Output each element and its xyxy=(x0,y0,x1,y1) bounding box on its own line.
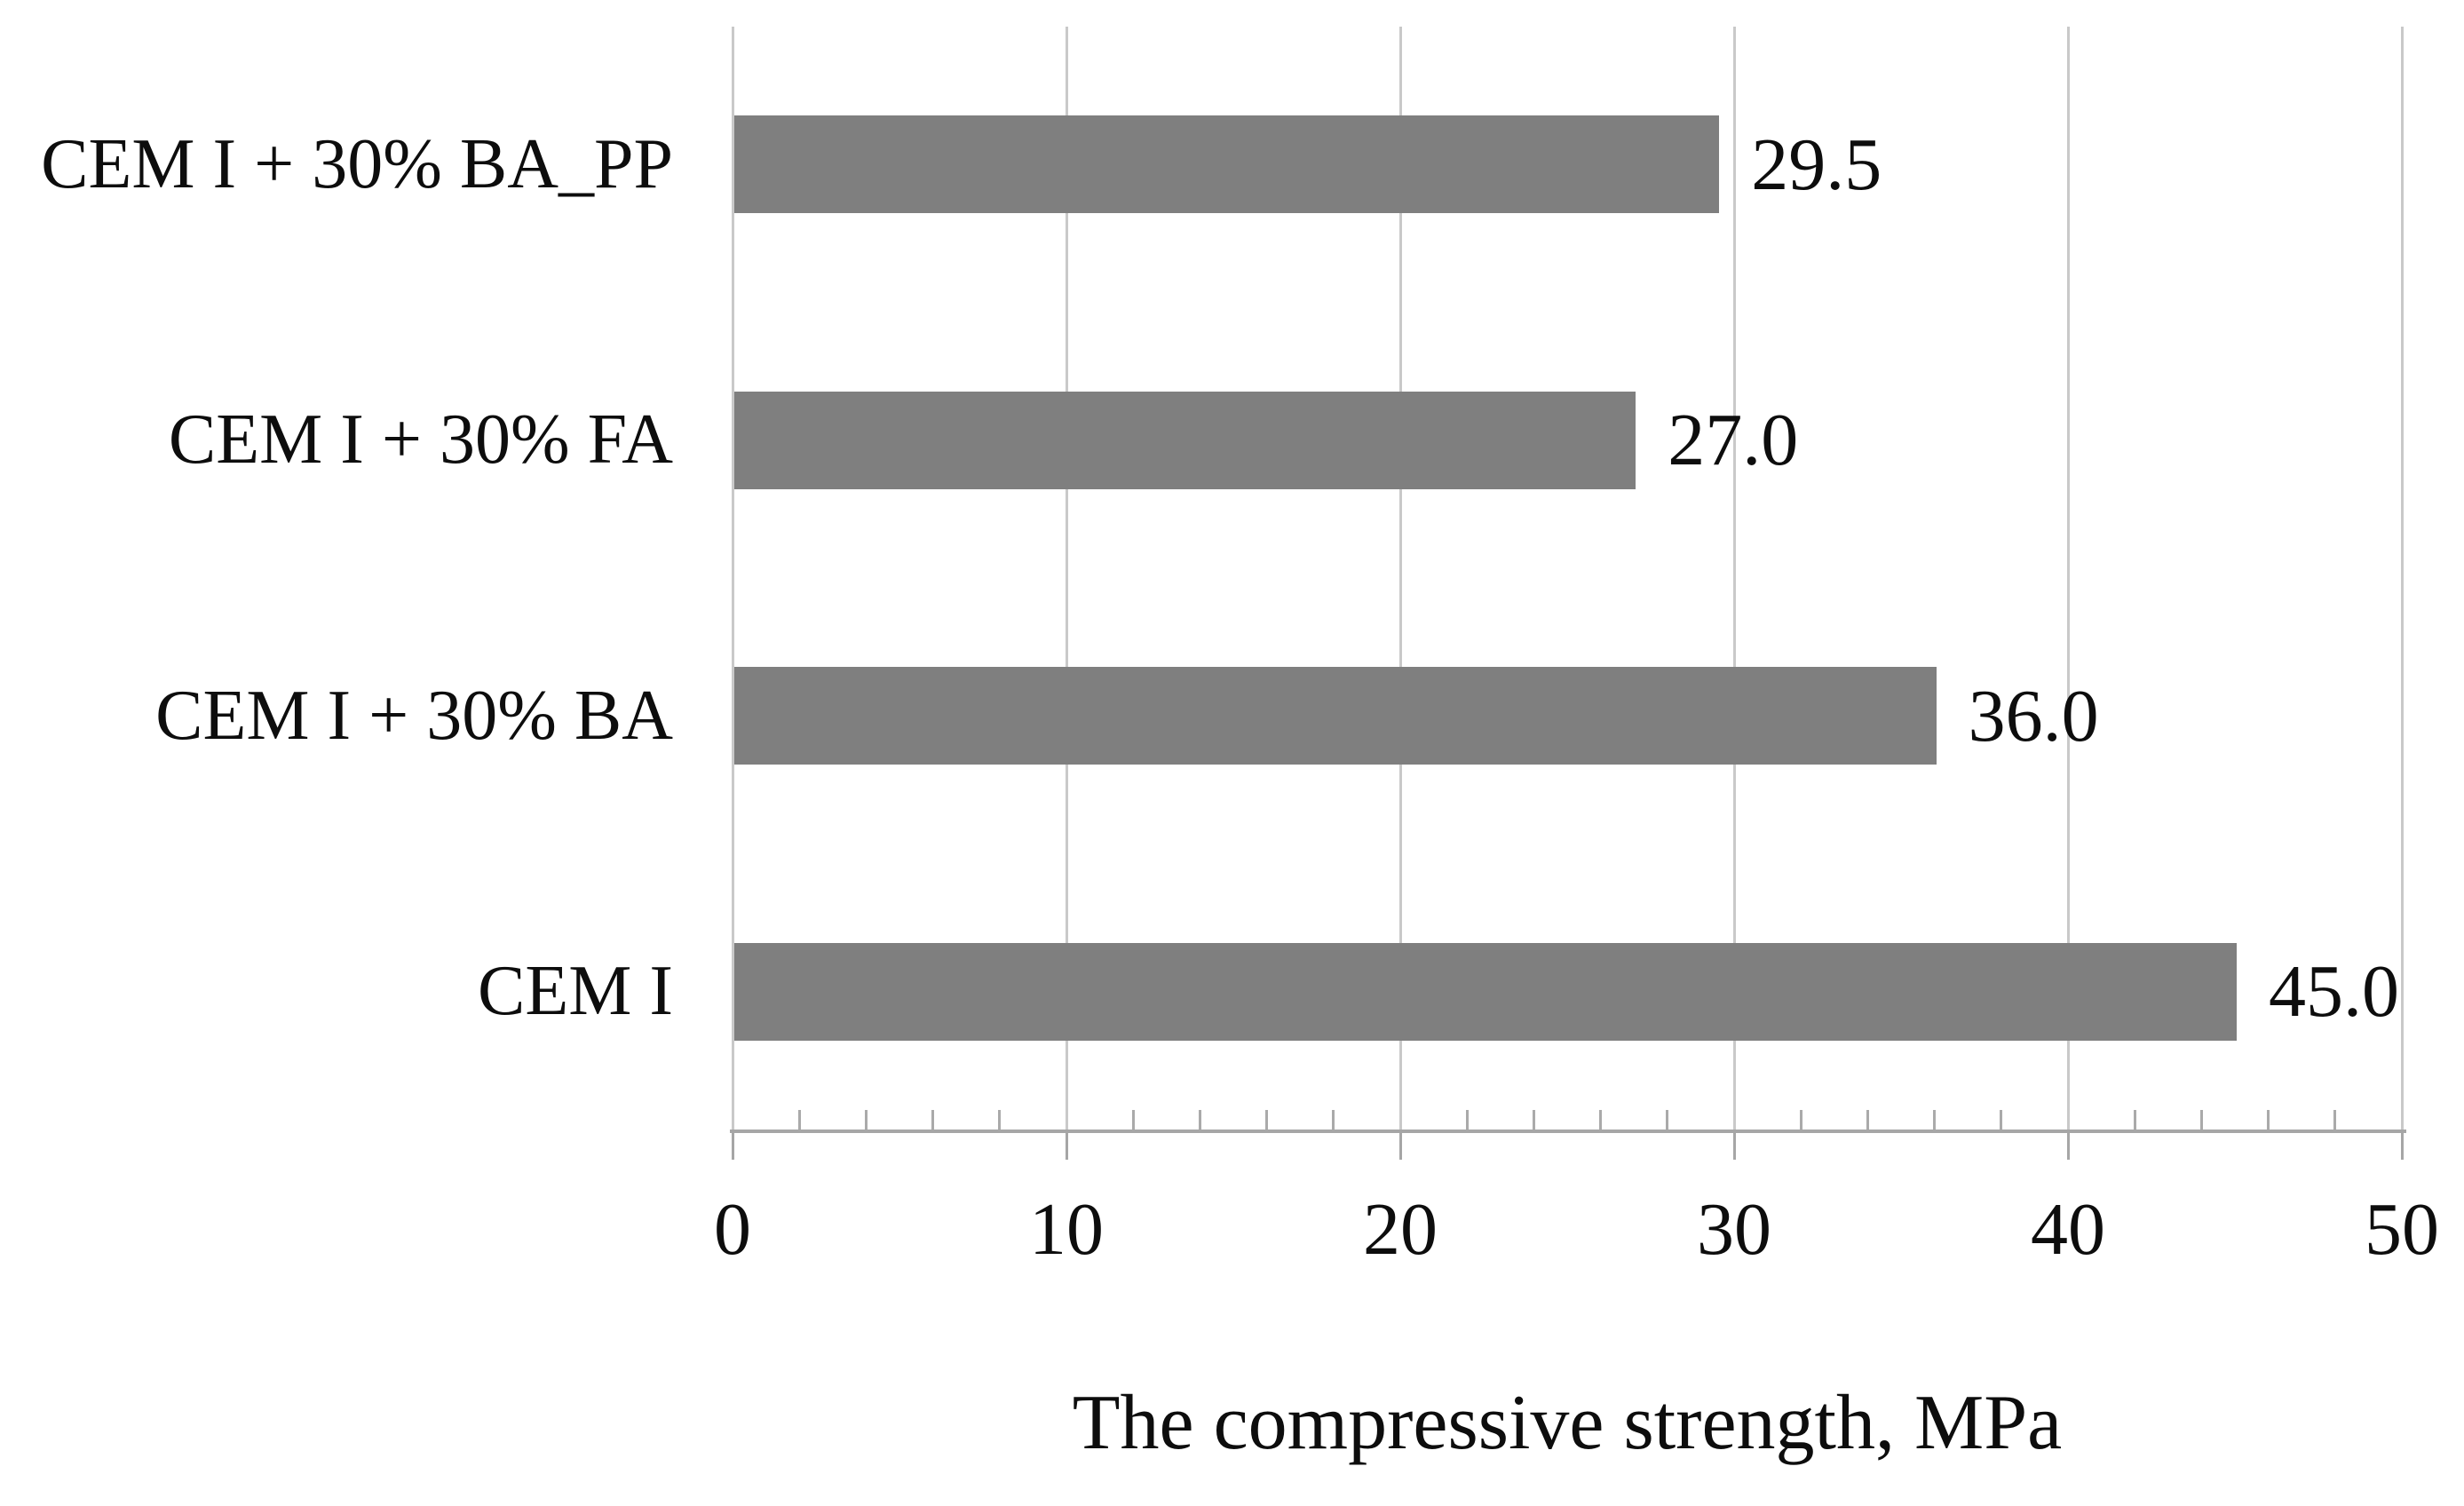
x-tick-label-0: 0 xyxy=(714,1188,751,1271)
x-axis-minor-tick xyxy=(1866,1110,1869,1130)
x-axis-minor-tick xyxy=(2267,1110,2270,1130)
gridline-x-10 xyxy=(1065,27,1068,1130)
x-tick-label-10: 10 xyxy=(1029,1188,1104,1271)
x-axis-minor-tick xyxy=(1799,1110,1802,1130)
x-axis-minor-tick xyxy=(2333,1110,2337,1130)
x-axis-major-tick-30 xyxy=(1732,1133,1736,1160)
x-axis-major-tick-0 xyxy=(731,1133,734,1160)
bar-value-label: 27.0 xyxy=(1668,399,1799,482)
x-axis-tick-labels: 0 10 20 30 40 50 xyxy=(714,1186,2439,1284)
category-label: CEM I + 30% BA xyxy=(155,676,673,755)
x-axis-minor-tick xyxy=(1599,1110,1603,1130)
x-axis-minor-tick xyxy=(1532,1110,1535,1130)
gridline-x-30 xyxy=(1732,27,1736,1130)
x-axis-minor-tick xyxy=(1198,1110,1201,1130)
x-axis-line xyxy=(730,1130,2406,1133)
bar-3 xyxy=(734,667,1937,765)
category-label: CEM I + 30% BA_PP xyxy=(41,124,673,203)
category-label: CEM I + 30% FA xyxy=(168,400,673,480)
x-axis-title: The compressive strength, MPa xyxy=(1072,1380,2063,1466)
bar-value-label: 36.0 xyxy=(1968,674,2099,757)
x-axis-major-tick-10 xyxy=(1065,1133,1068,1160)
x-axis-minor-tick xyxy=(797,1110,801,1130)
category-label: CEM I xyxy=(478,952,673,1031)
x-axis-minor-tick xyxy=(1265,1110,1269,1130)
category-axis-labels: CEM I + 30% BA_PP CEM I + 30% FA CEM I + 3… xyxy=(0,27,673,1130)
x-tick-label-50: 50 xyxy=(2365,1188,2439,1271)
x-axis-minor-tick xyxy=(2000,1110,2003,1130)
gridline-x-50 xyxy=(2400,27,2404,1130)
x-axis-minor-tick xyxy=(931,1110,935,1130)
x-axis-minor-tick xyxy=(864,1110,868,1130)
x-axis-minor-tick xyxy=(1332,1110,1335,1130)
bar-2 xyxy=(734,391,1636,489)
x-axis-minor-tick xyxy=(2199,1110,2203,1130)
x-axis-minor-tick xyxy=(1465,1110,1469,1130)
x-axis-minor-tick xyxy=(1131,1110,1135,1130)
x-axis-major-tick-20 xyxy=(1398,1133,1402,1160)
x-tick-label-40: 40 xyxy=(2031,1188,2105,1271)
gridline-x-0 xyxy=(731,27,734,1130)
x-axis-minor-tick xyxy=(1933,1110,1937,1130)
x-axis-major-tick-40 xyxy=(2066,1133,2070,1160)
gridline-x-20 xyxy=(1398,27,1402,1130)
bar-1 xyxy=(734,115,1720,214)
x-tick-label-20: 20 xyxy=(1363,1188,1438,1271)
bar-value-label: 45.0 xyxy=(2269,950,2399,1034)
plot-area: 29.5 27.0 36.0 45.0 xyxy=(731,27,2404,1130)
x-axis-major-tick-50 xyxy=(2400,1133,2404,1160)
x-axis-minor-tick xyxy=(2133,1110,2136,1130)
x-axis-minor-tick xyxy=(1666,1110,1669,1130)
bar-value-label: 29.5 xyxy=(1751,123,1882,206)
x-tick-label-30: 30 xyxy=(1697,1188,1771,1271)
gridline-x-40 xyxy=(2066,27,2070,1130)
bar-4 xyxy=(734,942,2237,1041)
x-axis-minor-tick xyxy=(998,1110,1002,1130)
